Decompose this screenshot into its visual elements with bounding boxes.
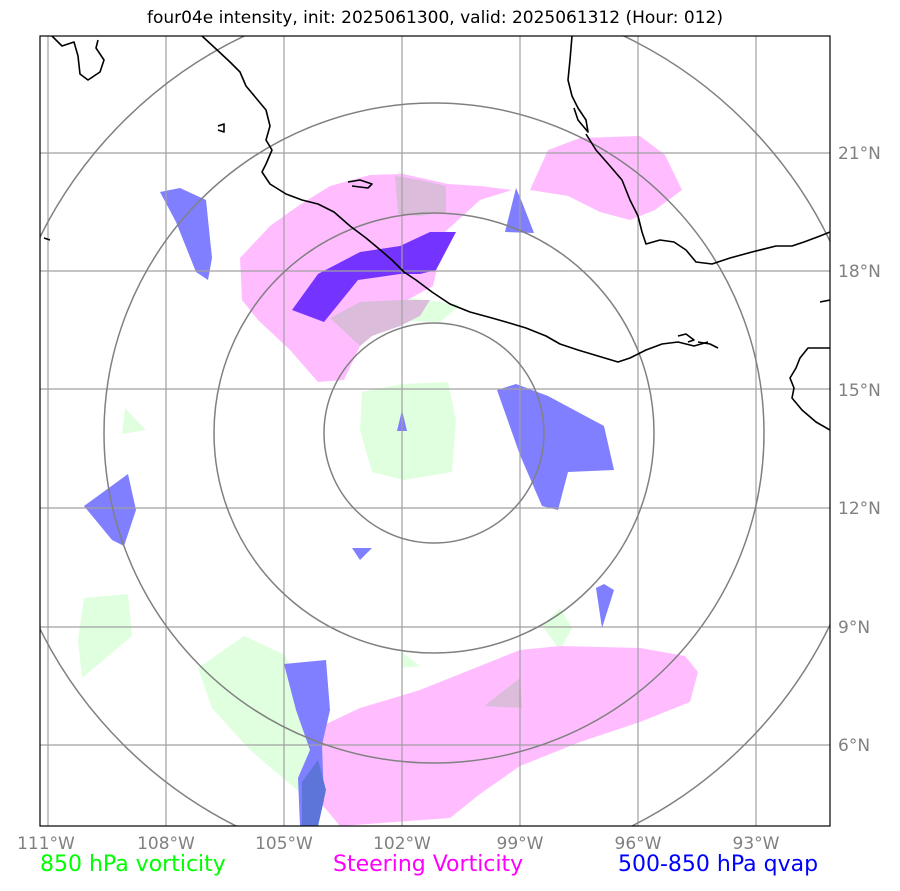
lon-label: 102°W xyxy=(373,834,431,854)
lat-label: 6°N xyxy=(838,736,870,756)
lat-label: 18°N xyxy=(838,262,881,282)
overlap-fills xyxy=(292,176,522,826)
lat-label: 12°N xyxy=(838,499,881,519)
legend-qvap: 500-850 hPa qvap xyxy=(618,852,819,877)
latitude-labels: 21°N 18°N 15°N 12°N 9°N 6°N xyxy=(838,144,881,756)
map-frame xyxy=(39,35,831,827)
range-rings xyxy=(40,36,830,826)
map-title: four04e intensity, init: 2025061300, val… xyxy=(146,8,724,28)
lon-label: 99°W xyxy=(497,834,544,854)
lon-label: 96°W xyxy=(615,834,662,854)
steering-vorticity-fill xyxy=(240,136,698,826)
longitude-labels: 111°W 108°W 105°W 102°W 99°W 96°W 93°W xyxy=(17,834,780,854)
lon-label: 105°W xyxy=(255,834,313,854)
lon-label: 111°W xyxy=(17,834,75,854)
coastline xyxy=(43,36,830,431)
legend-850-vorticity: 850 hPa vorticity xyxy=(40,852,226,877)
lat-label: 15°N xyxy=(838,381,881,401)
legend-steering-vorticity: Steering Vorticity xyxy=(333,852,524,877)
lon-label: 93°W xyxy=(733,834,780,854)
lon-label: 108°W xyxy=(137,834,195,854)
graticule xyxy=(40,36,830,826)
lat-label: 21°N xyxy=(838,144,881,164)
lat-label: 9°N xyxy=(838,618,870,638)
